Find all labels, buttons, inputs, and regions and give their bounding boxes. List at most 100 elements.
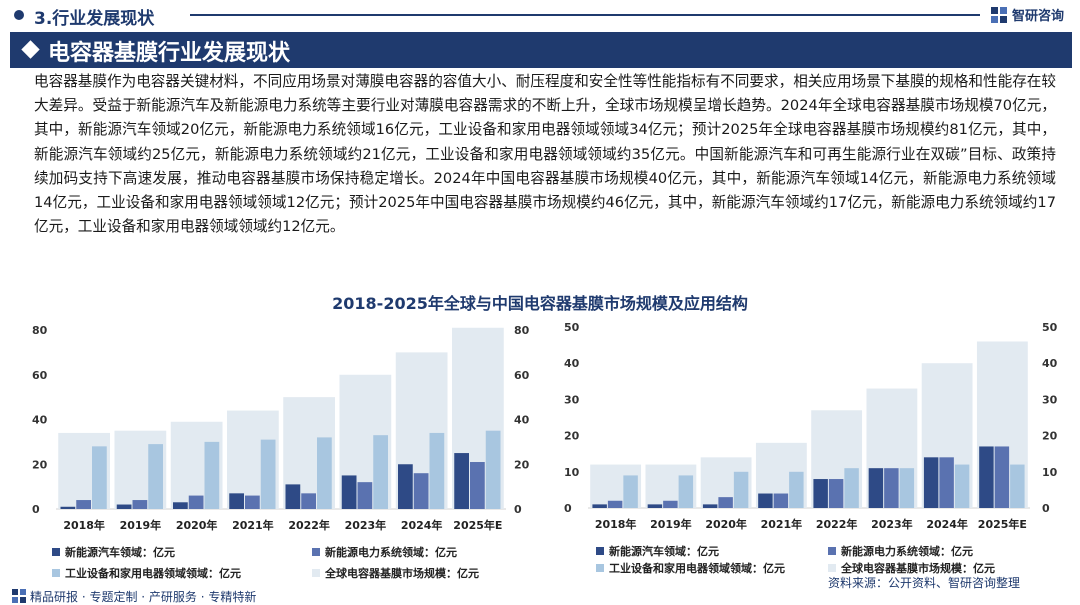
bar-industrial-6 xyxy=(954,464,970,508)
title-banner: 电容器基膜行业发展现状 xyxy=(10,32,1072,68)
legend-label-power: 新能源电力系统领域：亿元 xyxy=(325,546,457,559)
bar-power-4 xyxy=(301,493,316,509)
bar-power-5 xyxy=(357,482,373,509)
bar-power-0 xyxy=(607,500,623,508)
bar-industrial-2 xyxy=(204,441,220,509)
x-tick-label: 2025年E xyxy=(978,517,1027,531)
diamond-icon xyxy=(21,40,40,59)
y-tick-label-left: 0 xyxy=(32,503,40,516)
x-tick-label: 2021年 xyxy=(232,518,274,532)
bar-industrial-4 xyxy=(844,468,859,508)
legend-global-ev: 新能源汽车领域：亿元 xyxy=(52,544,175,560)
bar-industrial-5 xyxy=(899,468,915,508)
bar-ev-6 xyxy=(923,457,939,508)
x-tick-label: 2023年 xyxy=(345,518,387,532)
bar-power-2 xyxy=(718,497,733,508)
bar-industrial-2 xyxy=(733,471,749,508)
y-tick-label-left: 50 xyxy=(564,321,580,334)
brand-logo: 智研咨询 xyxy=(990,5,1064,24)
x-tick-label: 2025年E xyxy=(453,518,502,532)
brand-name: 智研咨询 xyxy=(1012,9,1065,24)
y-tick-label-right: 0 xyxy=(1042,502,1050,515)
brand-small-icon xyxy=(12,589,26,603)
legend-china-power: 新能源电力系统领域：亿元 xyxy=(828,543,973,559)
bar-ev-1 xyxy=(647,504,663,508)
y-tick-label-left: 20 xyxy=(564,430,580,443)
bar-industrial-1 xyxy=(678,475,694,508)
legend-swatch-power xyxy=(312,548,320,556)
y-tick-label-left: 60 xyxy=(32,369,48,382)
legend-label-total: 全球电容器基膜市场规模：亿元 xyxy=(325,567,479,580)
header-rule xyxy=(190,14,980,16)
x-tick-label: 2022年 xyxy=(816,517,858,531)
bar-industrial-7 xyxy=(1010,464,1025,508)
page-title: 电容器基膜行业发展现状 xyxy=(48,41,291,66)
x-tick-label: 2021年 xyxy=(761,517,803,531)
bar-industrial-4 xyxy=(317,437,332,509)
legend-label-total: 全球电容器基膜市场规模：亿元 xyxy=(841,562,995,575)
y-tick-label-right: 0 xyxy=(514,503,522,516)
y-tick-label-left: 30 xyxy=(564,393,580,406)
bar-ev-0 xyxy=(592,504,607,508)
bar-ev-3 xyxy=(758,493,773,508)
legend-swatch-industrial xyxy=(52,569,60,577)
y-tick-label-right: 50 xyxy=(1042,321,1058,334)
bar-power-6 xyxy=(939,457,954,508)
bar-ev-2 xyxy=(702,504,718,508)
footer-bar: 精品研报 · 专题定制 · 产研服务 · 专精特新 xyxy=(0,585,1080,605)
legend-label-power: 新能源电力系统领域：亿元 xyxy=(841,545,973,558)
y-tick-label-left: 0 xyxy=(564,502,572,515)
legend-china-total: 全球电容器基膜市场规模：亿元 xyxy=(828,560,995,576)
section-bullet-icon xyxy=(14,10,24,20)
x-tick-label: 2024年 xyxy=(926,517,968,531)
bar-power-6 xyxy=(413,473,429,509)
y-tick-label-left: 80 xyxy=(32,324,48,337)
legend-china-industrial: 工业设备和家用电器领域领域：亿元 xyxy=(596,560,785,576)
top-bar: 3.行业发展现状 智研咨询 xyxy=(0,0,1080,30)
bar-ev-3 xyxy=(229,493,244,509)
global-market-chart: 2018年 2019年 2020年 2021年 2022年 2023年 2024年 2025年… xyxy=(32,324,530,532)
legend-swatch-total xyxy=(828,564,836,572)
bar-industrial-0 xyxy=(92,446,107,509)
x-tick-label: 2022年 xyxy=(288,518,330,532)
bar-power-3 xyxy=(773,493,789,508)
bar-power-7 xyxy=(470,462,485,509)
bar-industrial-5 xyxy=(373,435,388,509)
bar-power-1 xyxy=(132,500,148,509)
bar-ev-2 xyxy=(173,502,188,509)
bar-ev-4 xyxy=(285,484,301,509)
bar-power-2 xyxy=(188,495,204,509)
legend-swatch-industrial xyxy=(596,564,604,572)
bar-power-5 xyxy=(884,468,899,508)
bar-power-0 xyxy=(76,500,91,509)
y-tick-label-left: 40 xyxy=(32,414,48,427)
y-tick-label-right: 40 xyxy=(1042,357,1058,370)
figure-title: 2018-2025年全球与中国电容器基膜市场规模及应用结构 xyxy=(332,294,748,313)
y-tick-label-left: 10 xyxy=(564,466,580,479)
y-tick-label-right: 20 xyxy=(514,458,530,471)
legend-label-ev: 新能源汽车领域：亿元 xyxy=(609,545,719,558)
x-tick-label: 2018年 xyxy=(595,517,637,531)
y-tick-label-left: 20 xyxy=(32,458,48,471)
legend-label-ev: 新能源汽车领域：亿元 xyxy=(65,546,175,559)
y-tick-label-left: 40 xyxy=(564,357,580,370)
bar-industrial-3 xyxy=(789,471,804,508)
legend-global-total: 全球电容器基膜市场规模：亿元 xyxy=(312,565,479,581)
legend-global-industrial: 工业设备和家用电器领域领域：亿元 xyxy=(52,565,241,581)
source-note: 资料来源：公开资料、智研咨询整理 xyxy=(828,576,1021,590)
bar-industrial-6 xyxy=(429,432,445,509)
y-tick-label-right: 40 xyxy=(514,414,530,427)
x-tick-label: 2020年 xyxy=(705,517,747,531)
x-tick-label: 2020年 xyxy=(176,518,218,532)
bar-power-3 xyxy=(245,495,260,509)
legend-swatch-power xyxy=(828,547,836,555)
brand-logo-icon xyxy=(991,6,1007,23)
y-tick-label-right: 10 xyxy=(1042,466,1058,479)
bar-power-4 xyxy=(828,479,844,508)
legend-global-power: 新能源电力系统领域：亿元 xyxy=(312,544,457,560)
footer-tagline: 精品研报 · 专题定制 · 产研服务 · 专精特新 xyxy=(30,590,257,604)
bar-ev-6 xyxy=(398,464,413,509)
bar-ev-5 xyxy=(868,468,884,508)
legend-label-industrial: 工业设备和家用电器领域领域：亿元 xyxy=(609,562,785,575)
x-tick-label: 2024年 xyxy=(401,518,443,532)
